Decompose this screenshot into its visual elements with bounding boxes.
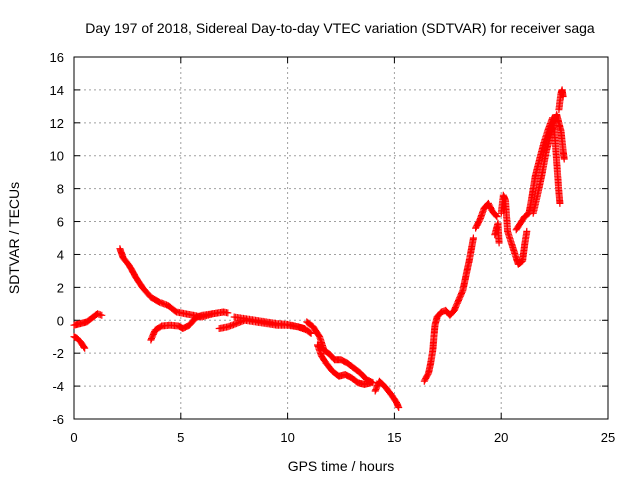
- data-series-sdtvar: [70, 86, 568, 411]
- data-point-marks: [116, 245, 232, 321]
- y-axis-ticks: -6 -4 -2 0 2 4 6 8 10 12 14 16: [50, 50, 608, 427]
- x-tick-label: 15: [387, 430, 401, 445]
- y-tick-label: 0: [57, 313, 64, 328]
- y-axis-label: SDTVAR / TECUs: [6, 182, 22, 294]
- data-point-marks: [147, 308, 227, 344]
- data-point-marks: [529, 111, 568, 217]
- x-tick-label: 5: [177, 430, 184, 445]
- y-tick-label: 8: [57, 182, 64, 197]
- x-tick-label: 20: [494, 430, 508, 445]
- y-tick-label: 6: [57, 215, 64, 230]
- data-point-marks: [314, 341, 375, 388]
- data-point-marks: [512, 114, 564, 234]
- y-tick-label: -2: [52, 346, 64, 361]
- y-tick-label: -6: [52, 412, 64, 427]
- data-point-marks: [497, 191, 531, 268]
- x-tick-label: 0: [70, 430, 77, 445]
- data-point-marks: [420, 234, 477, 385]
- y-tick-label: -4: [52, 379, 64, 394]
- y-tick-label: 14: [50, 83, 64, 98]
- plot-frame: [73, 56, 609, 420]
- grid-lines: [74, 57, 608, 419]
- x-axis-label: GPS time / hours: [288, 458, 395, 474]
- data-point-marks: [303, 318, 377, 387]
- data-point-marks: [491, 219, 503, 247]
- y-tick-label: 4: [57, 247, 64, 262]
- data-point-marks: [371, 377, 403, 411]
- data-point-marks: [70, 310, 106, 329]
- y-tick-label: 16: [50, 50, 64, 65]
- x-tick-label: 25: [601, 430, 615, 445]
- data-point-marks: [70, 333, 89, 352]
- x-tick-label: 10: [280, 430, 294, 445]
- y-tick-label: 12: [50, 116, 64, 131]
- data-point-marks: [472, 199, 501, 232]
- data-point-marks: [230, 313, 315, 337]
- x-axis-ticks: 0 5 10 15 20 25: [70, 57, 615, 445]
- data-point-marks: [555, 86, 567, 114]
- y-tick-label: 2: [57, 280, 64, 295]
- y-tick-label: 10: [50, 149, 64, 164]
- chart-title: Day 197 of 2018, Sidereal Day-to-day VTE…: [85, 20, 595, 36]
